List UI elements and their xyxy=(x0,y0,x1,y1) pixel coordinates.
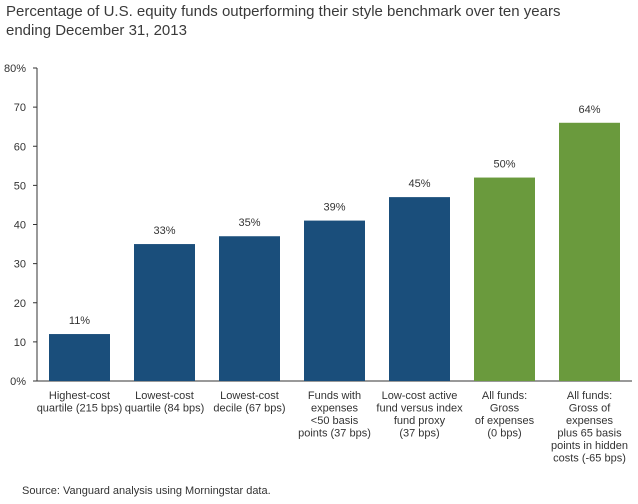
bar-value-label: 50% xyxy=(493,159,515,171)
bar xyxy=(389,197,450,381)
x-category-label-line: fund proxy xyxy=(394,415,446,427)
x-category-label-line: quartile (215 bps) xyxy=(37,403,123,415)
x-category-label-line: (0 bps) xyxy=(487,428,521,440)
y-tick-label: 10 xyxy=(14,337,26,349)
y-tick-label: 0% xyxy=(10,376,26,388)
x-category-label-line: All funds: xyxy=(567,390,612,402)
y-tick-label: 50 xyxy=(14,180,26,192)
x-category-label: Low-cost active fund versus index fund pro… xyxy=(376,390,463,440)
y-tick-label: 60 xyxy=(14,141,26,153)
x-category-label-line: plus 65 basis xyxy=(557,428,622,440)
x-category-label-line: quartile (84 bps) xyxy=(125,403,205,415)
x-category-label-line: Highest-cost xyxy=(49,390,110,402)
bar-value-label: 45% xyxy=(408,178,430,190)
bar xyxy=(559,122,620,382)
bar-value-label: 35% xyxy=(238,217,260,229)
x-category-label-line: Low-cost active xyxy=(382,390,458,402)
bar xyxy=(304,220,365,381)
y-tick-label: 40 xyxy=(14,220,26,232)
y-tick-label: 80% xyxy=(4,63,26,75)
x-category-label: All funds: Gross of expenses (0 bps) xyxy=(475,390,535,440)
x-category-label: Funds with expenses <50 basis points (37 bp… xyxy=(298,390,371,440)
x-category-label: Lowest-cost quartile (84 bps) xyxy=(125,390,205,415)
bar xyxy=(474,177,535,381)
x-category-label-line: Lowest-cost xyxy=(220,390,279,402)
x-category-label-line: Gross xyxy=(490,403,520,415)
chart-title-line-1: Percentage of U.S. equity funds outperfo… xyxy=(6,3,561,20)
x-category-label-line: of expenses xyxy=(475,415,535,427)
y-tick-label: 70 xyxy=(14,102,26,114)
bar xyxy=(49,334,110,381)
x-category-label-line: fund versus index xyxy=(376,403,463,415)
x-category-label-line: (37 bps) xyxy=(399,428,439,440)
y-tick-label: 30 xyxy=(14,259,26,271)
x-category-label-line: decile (67 bps) xyxy=(213,403,285,415)
bar-value-label: 39% xyxy=(323,202,345,214)
x-category-label-line: Lowest-cost xyxy=(135,390,194,402)
bar xyxy=(219,236,280,381)
x-category-label-line: expenses xyxy=(566,415,614,427)
bar-value-label: 11% xyxy=(69,315,90,327)
x-category-label-line: <50 basis xyxy=(311,415,359,427)
bar-value-label: 64% xyxy=(578,104,600,116)
chart-title: Percentage of U.S. equity funds outperfo… xyxy=(6,2,626,40)
x-category-label-line: Funds with xyxy=(308,390,361,402)
x-category-label-line: points in hidden xyxy=(551,440,628,452)
source-note: Source: Vanguard analysis using Mornings… xyxy=(22,485,271,497)
x-category-label: All funds: Gross of expenses plus 65 basis p… xyxy=(551,390,628,465)
x-category-label-line: points (37 bps) xyxy=(298,428,371,440)
bar-value-label: 33% xyxy=(153,225,175,237)
x-category-label-line: expenses xyxy=(311,403,359,415)
y-tick-label: 20 xyxy=(14,298,26,310)
x-category-label-line: costs (-65 bps) xyxy=(553,453,626,465)
chart-title-line-2: ending December 31, 2013 xyxy=(6,22,187,39)
x-category-label-line: Gross of xyxy=(569,403,612,415)
bar xyxy=(134,244,195,381)
x-category-label: Highest-cost quartile (215 bps) xyxy=(37,390,123,415)
x-category-label-line: All funds: xyxy=(482,390,527,402)
x-category-label: Lowest-cost decile (67 bps) xyxy=(213,390,285,415)
